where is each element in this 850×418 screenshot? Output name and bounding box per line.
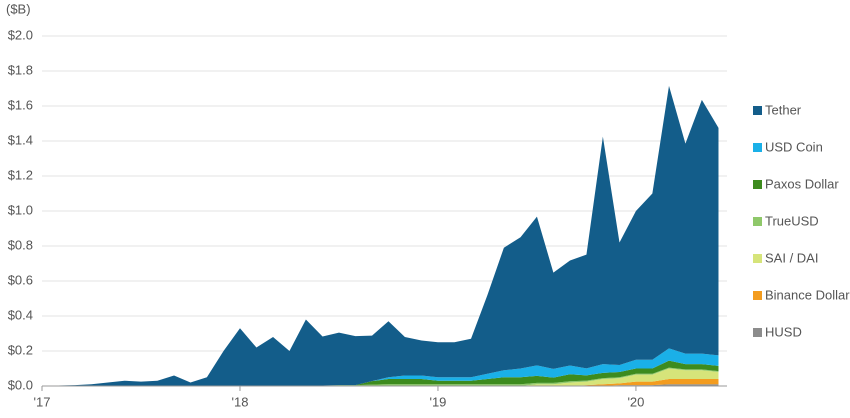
- x-tick-label: '20: [627, 394, 644, 409]
- legend-swatch: [753, 180, 762, 189]
- area: [42, 85, 719, 386]
- x-tick-label: '17: [34, 394, 51, 409]
- area: [42, 348, 719, 386]
- y-tick-label: $1.2: [8, 167, 33, 182]
- legend-swatch: [753, 106, 762, 115]
- y-axis-label: ($B): [6, 1, 31, 16]
- legend-label: Tether: [765, 102, 802, 117]
- legend-swatch: [753, 217, 762, 226]
- legend-label: Paxos Dollar: [765, 176, 839, 191]
- y-tick-label: $1.0: [8, 202, 33, 217]
- legend-label: USD Coin: [765, 139, 823, 154]
- legend-label: TrueUSD: [765, 213, 819, 228]
- legend-swatch: [753, 254, 762, 263]
- y-tick-label: $2.0: [8, 27, 33, 42]
- legend-label: SAI / DAI: [765, 250, 818, 265]
- legend-swatch: [753, 328, 762, 337]
- y-tick-label: $0.8: [8, 237, 33, 252]
- legend-swatch: [753, 143, 762, 152]
- legend-swatch: [753, 291, 762, 300]
- x-tick-label: '19: [429, 394, 446, 409]
- area: [42, 360, 719, 386]
- x-tick-label: '18: [232, 394, 249, 409]
- y-tick-label: $1.8: [8, 62, 33, 77]
- y-tick-label: $0.0: [8, 377, 33, 392]
- y-tick-label: $1.6: [8, 97, 33, 112]
- y-tick-label: $1.4: [8, 132, 33, 147]
- legend-label: HUSD: [765, 324, 802, 339]
- legend-label: Binance Dollar: [765, 287, 850, 302]
- y-tick-label: $0.6: [8, 272, 33, 287]
- y-tick-label: $0.2: [8, 342, 33, 357]
- y-tick-label: $0.4: [8, 307, 33, 322]
